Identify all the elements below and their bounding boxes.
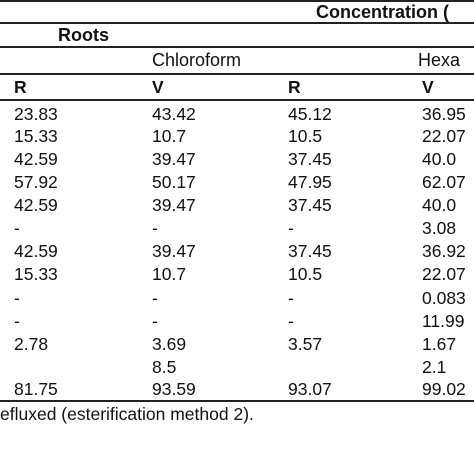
subheader-v-2: V: [422, 77, 434, 97]
table-cell: 57.92: [14, 172, 58, 192]
table-cell: 42.59: [14, 149, 58, 169]
table-row: 42.59 39.47 37.45 40.0: [0, 148, 474, 170]
table-cell: 62.07: [422, 172, 466, 192]
table-cell: 10.5: [288, 126, 323, 146]
table-cell: 37.45: [288, 149, 332, 169]
table-cell: -: [14, 218, 20, 238]
table-row: - - - 3.08: [0, 217, 474, 239]
table-cell: 45.12: [288, 104, 332, 124]
table-cell: 0.083: [422, 288, 466, 308]
table-cell: 11.99: [422, 311, 465, 331]
table-cell: 3.57: [288, 334, 323, 354]
table-cell: 15.33: [14, 264, 58, 284]
table-row: 57.92 50.17 47.95 62.07: [0, 171, 474, 193]
concentration-header: Concentration (: [316, 2, 449, 22]
table-cell: 10.5: [288, 264, 323, 284]
table-cell: 42.59: [14, 195, 58, 215]
table-row: 2.78 3.69 3.57 1.67: [0, 333, 474, 355]
table-row: 8.5 2.1: [0, 356, 474, 378]
chloroform-header: Chloroform: [152, 50, 242, 70]
table-cell: -: [14, 288, 20, 308]
table-cell: 39.47: [152, 149, 196, 169]
table-cell: 3.08: [422, 218, 457, 238]
solvent-rule: [0, 73, 474, 75]
table-cell: 99.02: [422, 379, 466, 399]
table-cell: 3.69: [152, 334, 187, 354]
table-cell: 10.7: [152, 264, 187, 284]
table-cell: 15.33: [14, 126, 58, 146]
table-cell: 1.67: [422, 334, 457, 354]
table-row: 42.59 39.47 37.45 40.0: [0, 194, 474, 216]
table-cell: 36.95: [422, 104, 466, 124]
table-cell: 22.07: [422, 126, 466, 146]
subheader-row: R V R V: [0, 76, 474, 98]
table-cell: 50.17: [152, 172, 196, 192]
table-cell: -: [288, 288, 294, 308]
table-cell: -: [14, 311, 20, 331]
table-cell: -: [288, 311, 294, 331]
table-cell: 40.0: [422, 149, 457, 169]
concentration-rule: [0, 22, 474, 24]
table-cell: -: [288, 218, 294, 238]
table-cell: 40.0: [422, 195, 457, 215]
table-cell: 93.59: [152, 379, 196, 399]
table-row: 15.33 10.7 10.5 22.07: [0, 125, 474, 147]
table-row: 81.75 93.59 93.07 99.02: [0, 378, 474, 400]
table-cell: 22.07: [422, 264, 466, 284]
subheader-v-1: V: [152, 77, 164, 97]
subheader-r-1: R: [14, 77, 27, 97]
table-cell: 8.5: [152, 357, 177, 377]
subheader-r-2: R: [288, 77, 301, 97]
roots-rule: [0, 46, 474, 48]
table-footnote: efluxed (esterification method 2).: [0, 404, 254, 424]
top-rule: [0, 0, 474, 2]
table-cell: 43.42: [152, 104, 196, 124]
table-row: 23.83 43.42 45.12 36.95: [0, 103, 474, 125]
table-cell: 47.95: [288, 172, 332, 192]
table-row: 15.33 10.7 10.5 22.07: [0, 263, 474, 285]
table-cell: 10.7: [152, 126, 187, 146]
table-cell: -: [152, 288, 158, 308]
table-cell: 39.47: [152, 241, 196, 261]
roots-header: Roots: [58, 25, 109, 45]
table-cell: 2.1: [422, 357, 447, 377]
bottom-rule: [0, 400, 474, 402]
table-cell: 81.75: [14, 379, 58, 399]
table-cell: 23.83: [14, 104, 58, 124]
table-cell: 93.07: [288, 379, 332, 399]
table-cell: 36.92: [422, 241, 466, 261]
table-cell: -: [152, 311, 158, 331]
table-cell: -: [152, 218, 158, 238]
table-cell: 42.59: [14, 241, 58, 261]
table-row: - - - 0.083: [0, 287, 474, 309]
table-cell: 37.45: [288, 195, 332, 215]
table-cell: 2.78: [14, 334, 49, 354]
subheader-rule: [0, 99, 474, 101]
table-row: - - - 11.99: [0, 310, 474, 332]
table-cell: 37.45: [288, 241, 332, 261]
table-row: 42.59 39.47 37.45 36.92: [0, 240, 474, 262]
hexane-header: Hexa: [418, 50, 461, 70]
table-cell: 39.47: [152, 195, 196, 215]
